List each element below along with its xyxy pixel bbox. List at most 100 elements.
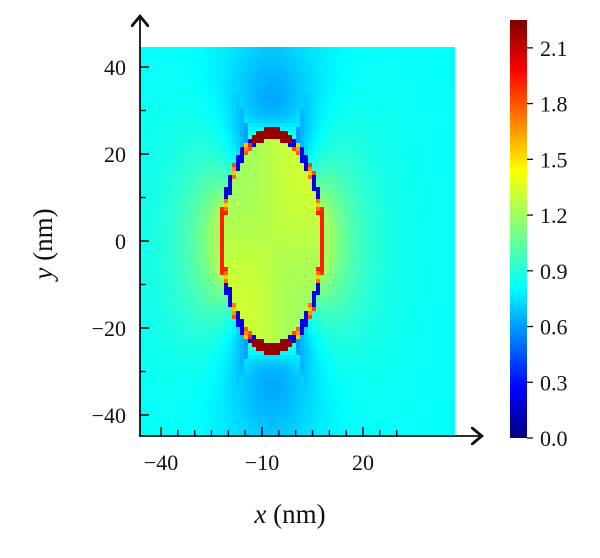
heatmap-cell xyxy=(396,295,401,300)
heatmap-cell xyxy=(180,203,185,208)
heatmap-cell xyxy=(208,103,213,108)
heatmap-cell xyxy=(420,47,425,52)
heatmap-cell xyxy=(268,151,273,156)
heatmap-cell xyxy=(304,47,309,52)
heatmap-cell xyxy=(328,159,333,164)
heatmap-cell xyxy=(228,251,233,256)
heatmap-cell xyxy=(168,59,173,64)
heatmap-cell xyxy=(352,143,357,148)
heatmap-cell xyxy=(332,139,337,144)
heatmap-cell xyxy=(408,151,413,156)
heatmap-cell xyxy=(212,67,217,72)
heatmap-cell xyxy=(336,111,341,116)
heatmap-cell xyxy=(144,51,149,56)
heatmap-cell xyxy=(284,203,289,208)
heatmap-cell xyxy=(308,291,313,296)
heatmap-cell xyxy=(400,283,405,288)
heatmap-cell xyxy=(160,55,165,60)
heatmap-cell xyxy=(308,103,313,108)
heatmap-cell xyxy=(180,71,185,76)
heatmap-cell xyxy=(344,203,349,208)
heatmap-cell xyxy=(192,187,197,192)
heatmap-cell xyxy=(448,47,453,52)
heatmap-cell xyxy=(252,183,257,188)
heatmap-cell xyxy=(336,127,341,132)
heatmap-cell xyxy=(288,251,293,256)
heatmap-cell xyxy=(260,287,265,292)
heatmap-cell xyxy=(388,199,393,204)
heatmap-cell xyxy=(384,247,389,252)
heatmap-cell xyxy=(440,271,445,276)
heatmap-cell xyxy=(176,199,181,204)
heatmap-cell xyxy=(268,215,273,220)
heatmap-cell xyxy=(284,155,289,160)
heatmap-cell xyxy=(452,235,455,240)
heatmap-cell xyxy=(440,63,445,68)
heatmap-cell xyxy=(412,67,417,72)
heatmap-cell xyxy=(188,151,193,156)
heatmap-cell xyxy=(248,231,253,236)
heatmap-cell xyxy=(364,111,369,116)
heatmap-cell xyxy=(180,235,185,240)
heatmap-cell xyxy=(348,91,353,96)
heatmap-cell xyxy=(328,107,333,112)
heatmap-cell xyxy=(156,259,161,264)
heatmap-cell xyxy=(284,115,289,120)
heatmap-cell xyxy=(392,159,397,164)
heatmap-cell xyxy=(388,187,393,192)
heatmap-cell xyxy=(376,227,381,232)
heatmap-cell xyxy=(180,187,185,192)
heatmap-cell xyxy=(416,151,421,156)
heatmap-cell xyxy=(304,271,309,276)
heatmap-cell xyxy=(200,87,205,92)
heatmap-cell xyxy=(236,91,241,96)
heatmap-cell xyxy=(260,295,265,300)
heatmap-cell xyxy=(424,211,429,216)
heatmap-cell xyxy=(228,183,233,188)
heatmap-cell xyxy=(148,159,153,164)
heatmap-cell xyxy=(300,143,305,148)
heatmap-cell xyxy=(304,83,309,88)
heatmap-cell xyxy=(240,79,245,84)
heatmap-cell xyxy=(432,207,437,212)
heatmap-cell xyxy=(348,235,353,240)
heatmap-cell xyxy=(308,283,313,288)
heatmap-cell xyxy=(332,283,337,288)
heatmap-cell xyxy=(168,215,173,220)
heatmap-cell xyxy=(312,191,317,196)
heatmap-cell xyxy=(308,223,313,228)
heatmap-cell xyxy=(344,195,349,200)
heatmap-cell xyxy=(192,247,197,252)
heatmap-cell xyxy=(348,83,353,88)
heatmap-cell xyxy=(280,175,285,180)
heatmap-cell xyxy=(368,71,373,76)
heatmap-cell xyxy=(364,87,369,92)
heatmap-cell xyxy=(200,139,205,144)
heatmap-cell xyxy=(256,111,261,116)
heatmap-cell xyxy=(156,211,161,216)
heatmap-cell xyxy=(344,259,349,264)
heatmap-cell xyxy=(140,51,145,56)
heatmap-cell xyxy=(352,211,357,216)
heatmap-cell xyxy=(356,259,361,264)
heatmap-cell xyxy=(432,179,437,184)
heatmap-cell xyxy=(368,227,373,232)
heatmap-cell xyxy=(360,91,365,96)
heatmap-cell xyxy=(160,79,165,84)
heatmap-cell xyxy=(220,67,225,72)
heatmap-cell xyxy=(428,87,433,92)
heatmap-cell xyxy=(240,91,245,96)
heatmap-cell xyxy=(364,227,369,232)
heatmap-cell xyxy=(252,247,257,252)
heatmap-cell xyxy=(228,83,233,88)
heatmap-cell xyxy=(380,123,385,128)
heatmap-cell xyxy=(152,63,157,68)
heatmap-cell xyxy=(420,267,425,272)
heatmap-cell xyxy=(320,87,325,92)
heatmap-cell xyxy=(356,231,361,236)
heatmap-cell xyxy=(148,167,153,172)
heatmap-cell xyxy=(308,235,313,240)
heatmap-cell xyxy=(300,59,305,64)
heatmap-cell xyxy=(300,251,305,256)
heatmap-cell xyxy=(356,55,361,60)
